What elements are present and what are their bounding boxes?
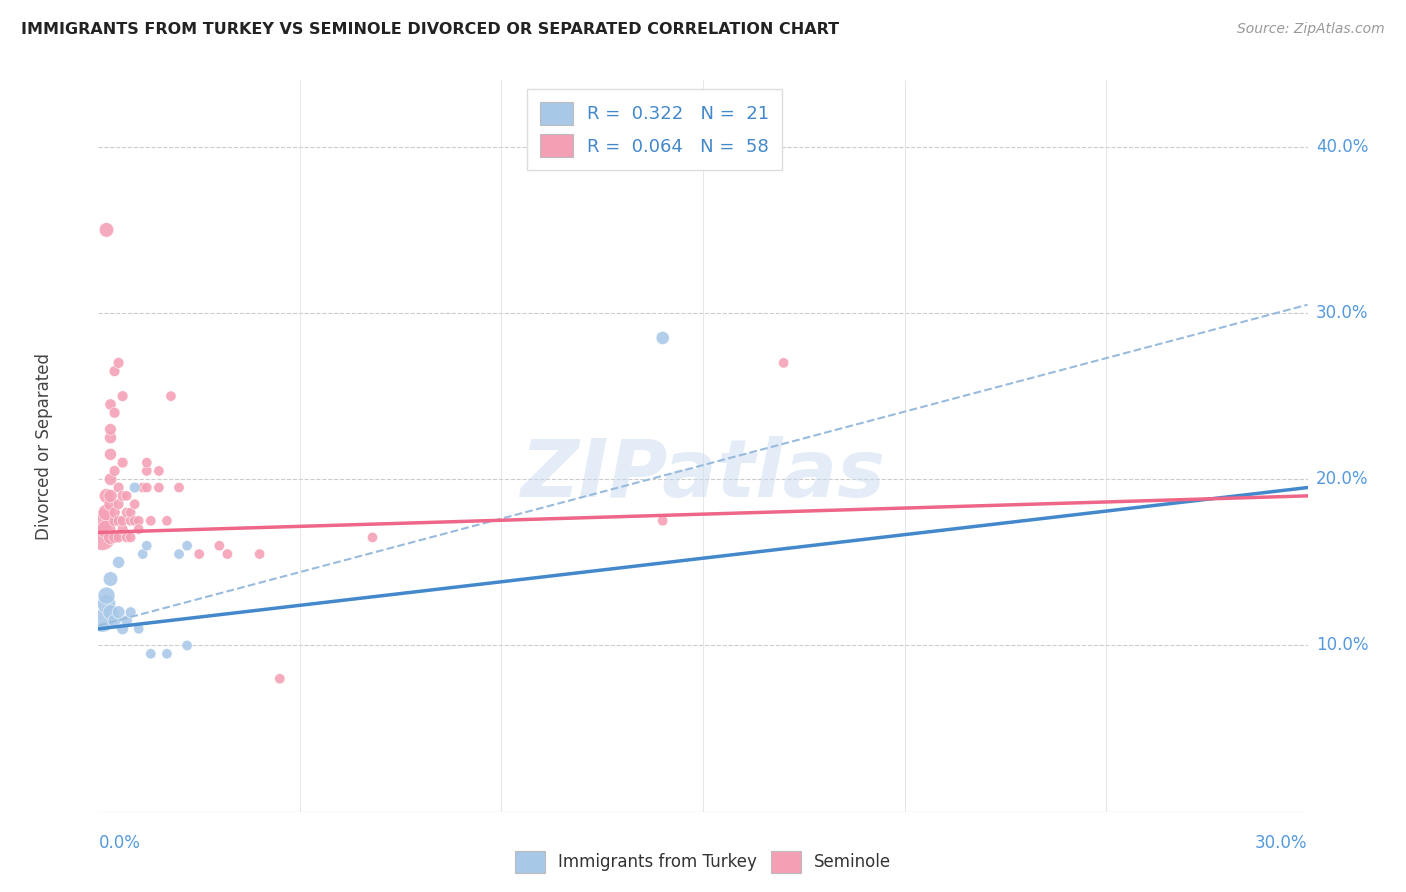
Point (651, 514, 673, 528)
Point (128, 622, 150, 636)
Text: 30.0%: 30.0% (1256, 834, 1308, 852)
Point (115, 614, 138, 628)
Point (91, 614, 114, 628)
Point (107, 356, 129, 370)
Point (148, 464, 170, 478)
Point (135, 539, 157, 553)
Point (135, 464, 157, 478)
Point (91, 514, 114, 528)
Legend: Immigrants from Turkey, Seminole: Immigrants from Turkey, Seminole (509, 845, 897, 880)
Point (107, 497, 129, 511)
Point (167, 481, 190, 495)
Point (124, 481, 146, 495)
Point (100, 489, 122, 503)
Point (217, 547, 239, 561)
Point (120, 530, 142, 544)
Point (111, 522, 134, 536)
Point (156, 514, 179, 528)
Legend: R =  0.322   N =  21, R =  0.064   N =  58: R = 0.322 N = 21, R = 0.064 N = 58 (527, 89, 782, 170)
Point (115, 489, 138, 503)
Point (103, 530, 125, 544)
Point (167, 547, 190, 561)
Point (120, 506, 142, 520)
Point (111, 622, 134, 636)
Point (100, 605, 122, 619)
Point (132, 547, 155, 561)
Point (91, 530, 114, 544)
Text: Source: ZipAtlas.com: Source: ZipAtlas.com (1237, 22, 1385, 37)
Point (107, 514, 129, 528)
Point (115, 506, 138, 520)
Point (772, 356, 794, 370)
Point (156, 647, 179, 661)
Text: Divorced or Separated: Divorced or Separated (35, 352, 53, 540)
Point (135, 456, 157, 470)
Point (188, 547, 211, 561)
Point (128, 514, 150, 528)
Point (100, 497, 122, 511)
Point (160, 389, 183, 403)
Point (100, 397, 122, 411)
Point (103, 614, 125, 628)
Point (269, 672, 291, 686)
Point (96, 522, 118, 536)
Point (139, 647, 162, 661)
Point (115, 530, 138, 544)
Point (111, 456, 134, 470)
Point (103, 464, 125, 478)
Point (120, 514, 142, 528)
Point (96, 223, 118, 237)
Point (103, 364, 125, 378)
Point (148, 481, 170, 495)
Point (176, 539, 198, 553)
Point (111, 389, 134, 403)
Text: ZIPatlas: ZIPatlas (520, 436, 886, 515)
Point (103, 406, 125, 420)
Point (139, 514, 162, 528)
Point (111, 514, 134, 528)
Point (100, 431, 122, 445)
Point (103, 514, 125, 528)
Point (132, 481, 155, 495)
Text: 20.0%: 20.0% (1316, 470, 1368, 488)
Text: 10.0%: 10.0% (1316, 637, 1368, 655)
Point (100, 530, 122, 544)
Point (208, 539, 231, 553)
Point (361, 530, 384, 544)
Point (107, 605, 129, 619)
Point (96, 506, 118, 520)
Text: 30.0%: 30.0% (1316, 304, 1368, 322)
Point (124, 514, 146, 528)
Point (128, 522, 150, 536)
Point (124, 497, 146, 511)
Text: 0.0%: 0.0% (98, 834, 141, 852)
Point (100, 472, 122, 486)
Point (176, 639, 198, 653)
Text: 40.0%: 40.0% (1316, 137, 1368, 156)
Point (107, 555, 129, 569)
Point (103, 506, 125, 520)
Point (100, 422, 122, 436)
Point (107, 530, 129, 544)
Point (111, 489, 134, 503)
Point (96, 489, 118, 503)
Point (651, 331, 673, 345)
Point (100, 572, 122, 586)
Point (107, 481, 129, 495)
Text: IMMIGRANTS FROM TURKEY VS SEMINOLE DIVORCED OR SEPARATED CORRELATION CHART: IMMIGRANTS FROM TURKEY VS SEMINOLE DIVOR… (21, 22, 839, 37)
Point (96, 589, 118, 603)
Point (100, 447, 122, 461)
Point (135, 481, 157, 495)
Point (96, 597, 118, 611)
Point (249, 547, 271, 561)
Point (120, 605, 142, 619)
